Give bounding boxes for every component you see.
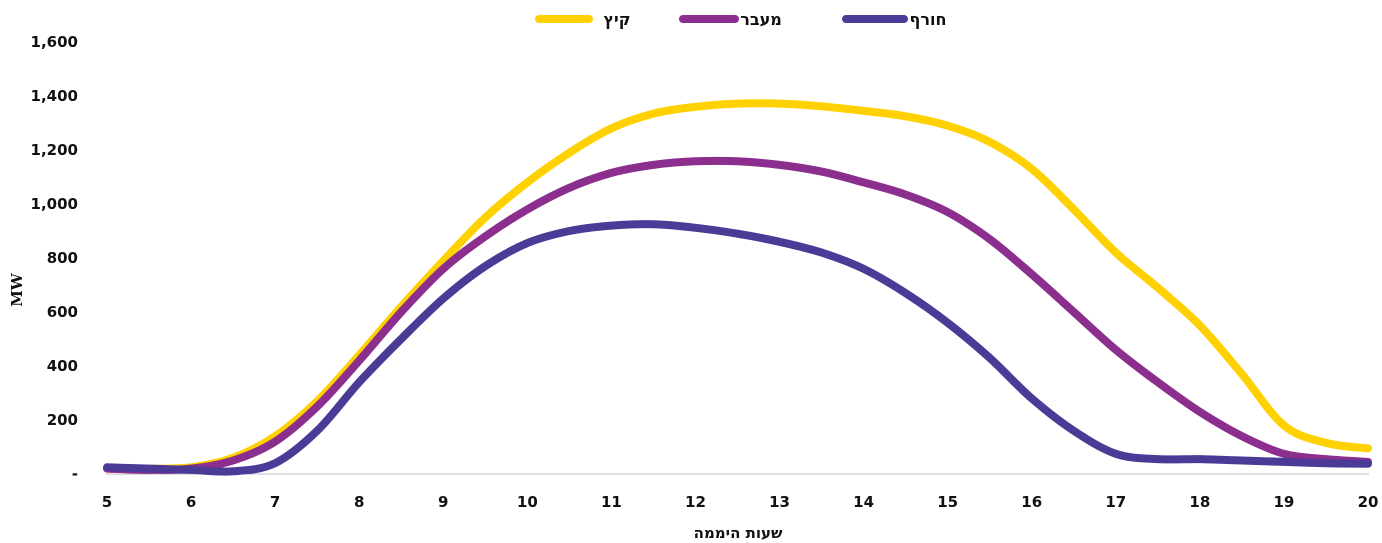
x-tick-label: 12 [685,493,706,511]
legend: קיץ מעבר חורף [535,10,947,29]
series-lines [103,99,1372,476]
legend-label-2: חורף [910,10,947,29]
x-axis-title: שעות היממה [694,524,783,542]
legend-label-0: קיץ [603,10,630,29]
x-tick-label: 19 [1273,493,1294,511]
y-axis-ticks: - 200 400 600 800 1,000 1,200 1,400 1,600 [31,33,78,483]
y-tick-label: 1,400 [31,87,78,105]
x-tick-label: 8 [354,493,364,511]
y-tick-label: 400 [47,357,78,375]
legend-label-1: מעבר [740,10,782,29]
y-tick-label: 200 [47,411,78,429]
series-line-2 [103,220,1372,476]
x-tick-label: 16 [1021,493,1042,511]
x-axis-ticks: 5 6 7 8 9 10 11 12 13 14 15 16 17 18 19 20 [102,493,1379,511]
x-tick-label: 14 [853,493,874,511]
y-tick-label: 1,000 [31,195,78,213]
x-tick-label: 20 [1358,493,1379,511]
x-tick-label: 15 [937,493,958,511]
x-tick-label: 6 [186,493,196,511]
y-tick-label: 800 [47,249,78,267]
y-axis-title: MW [8,272,26,307]
series-line-1 [103,156,1372,474]
x-tick-label: 17 [1105,493,1126,511]
x-tick-label: 13 [769,493,790,511]
x-tick-label: 7 [270,493,280,511]
x-tick-label: 18 [1189,493,1210,511]
y-tick-label: 1,200 [31,141,78,159]
x-tick-label: 11 [601,493,622,511]
x-tick-label: 5 [102,493,112,511]
y-tick-label: - [72,465,78,483]
y-tick-label: 600 [47,303,78,321]
x-tick-label: 9 [438,493,448,511]
x-tick-label: 10 [517,493,538,511]
y-tick-label: 1,600 [31,33,78,51]
